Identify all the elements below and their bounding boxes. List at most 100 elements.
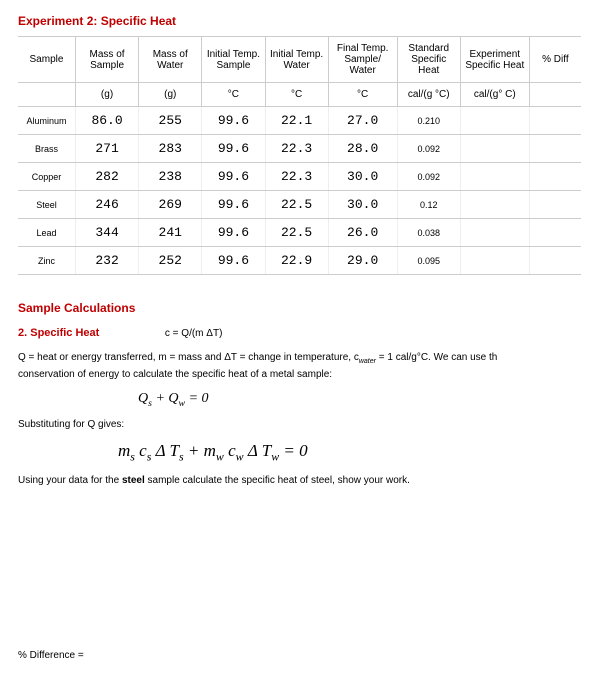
standard-heat: 0.210 (397, 107, 460, 135)
p2bold: steel (122, 475, 145, 486)
percent-difference: % Difference = (18, 648, 581, 663)
table-row: Zinc23225299.622.929.00.095 (18, 247, 581, 275)
equation-1: Qs + Qw = 0 (138, 388, 581, 411)
table-row: Steel24626999.622.530.00.12 (18, 191, 581, 219)
eq2-eq: = 0 (283, 441, 307, 460)
eq2-cs: s (179, 450, 184, 464)
mass-water: 283 (139, 135, 202, 163)
temp-initial-sample: 99.6 (202, 191, 265, 219)
table-units-row: (g) (g) °C °C °C cal/(g °C) cal/(g° C) (18, 83, 581, 107)
formula-definition: c = Q/(m ΔT) (165, 328, 223, 339)
unit-tf: °C (328, 83, 397, 107)
experiment-heat (460, 191, 529, 219)
mass-water: 238 (139, 163, 202, 191)
eq2-b: c (139, 441, 147, 460)
paragraph-2: Using your data for the steel sample cal… (18, 473, 581, 488)
sample-name: Copper (18, 163, 75, 191)
standard-heat: 0.12 (397, 191, 460, 219)
percent-diff (529, 191, 581, 219)
eq2-bs: s (147, 450, 152, 464)
eq2-a: m (118, 441, 130, 460)
experiment-heat (460, 247, 529, 275)
calc-heading: Sample Calculations (18, 299, 581, 317)
experiment-heat (460, 163, 529, 191)
temp-final: 28.0 (328, 135, 397, 163)
temp-initial-water: 22.5 (265, 219, 328, 247)
unit-sample (18, 83, 75, 107)
percent-diff (529, 107, 581, 135)
col-sample: Sample (18, 37, 75, 83)
temp-final: 30.0 (328, 191, 397, 219)
table-header-row: Sample Mass of Sample Mass of Water Init… (18, 37, 581, 83)
mass-water: 269 (139, 191, 202, 219)
eq2-as: s (130, 450, 135, 464)
temp-initial-water: 22.5 (265, 191, 328, 219)
temp-initial-sample: 99.6 (202, 163, 265, 191)
temp-initial-water: 22.9 (265, 247, 328, 275)
mass-sample: 271 (75, 135, 138, 163)
eq1-q1: Q (138, 391, 148, 406)
standard-heat: 0.092 (397, 135, 460, 163)
data-table: Sample Mass of Sample Mass of Water Init… (18, 36, 581, 275)
experiment-heat (460, 219, 529, 247)
table-row: Brass27128399.622.328.00.092 (18, 135, 581, 163)
mass-sample: 282 (75, 163, 138, 191)
col-mass-s: Mass of Sample (75, 37, 138, 83)
table-row: Copper28223899.622.330.00.092 (18, 163, 581, 191)
unit-exp: cal/(g° C) (460, 83, 529, 107)
equation-2: ms cs Δ Ts + mw cw Δ Tw = 0 (118, 438, 581, 466)
specific-heat-line: 2. Specific Heat c = Q/(m ΔT) (18, 325, 581, 342)
col-std: Standard Specific Heat (397, 37, 460, 83)
percent-diff (529, 247, 581, 275)
p1b: = 1 cal/g°C. We can use th (376, 352, 497, 363)
temp-final: 30.0 (328, 163, 397, 191)
mass-water: 255 (139, 107, 202, 135)
sample-name: Steel (18, 191, 75, 219)
p1sub: water (359, 358, 376, 365)
p1c: conservation of energy to calculate the … (18, 369, 332, 380)
eq2-e: c (228, 441, 236, 460)
sample-name: Aluminum (18, 107, 75, 135)
unit-ti: °C (202, 83, 265, 107)
page: Experiment 2: Specific Heat Sample Mass … (0, 0, 599, 683)
table-row: Aluminum86.025599.622.127.00.210 (18, 107, 581, 135)
eq1-mid: + Q (152, 391, 179, 406)
experiment-heat (460, 135, 529, 163)
temp-initial-sample: 99.6 (202, 135, 265, 163)
mass-sample: 86.0 (75, 107, 138, 135)
unit-std: cal/(g °C) (397, 83, 460, 107)
eq2-fs: w (271, 450, 279, 464)
sample-calculations: Sample Calculations 2. Specific Heat c =… (18, 299, 581, 663)
sample-name: Zinc (18, 247, 75, 275)
mass-water: 241 (139, 219, 202, 247)
experiment-title: Experiment 2: Specific Heat (18, 14, 581, 28)
eq1-end: = 0 (185, 391, 208, 406)
col-ti: Initial Temp. Sample (202, 37, 265, 83)
col-tw: Initial Temp. Water (265, 37, 328, 83)
mass-sample: 246 (75, 191, 138, 219)
percent-diff (529, 135, 581, 163)
eq2-d: m (204, 441, 216, 460)
sample-name: Brass (18, 135, 75, 163)
mass-sample: 232 (75, 247, 138, 275)
mass-water: 252 (139, 247, 202, 275)
unit-mass-w: (g) (139, 83, 202, 107)
unit-diff (529, 83, 581, 107)
temp-initial-water: 22.3 (265, 163, 328, 191)
temp-initial-sample: 99.6 (202, 247, 265, 275)
standard-heat: 0.095 (397, 247, 460, 275)
substituting-line: Substituting for Q gives: (18, 417, 581, 432)
eq2-f: Δ T (248, 441, 271, 460)
col-mass-w: Mass of Water (139, 37, 202, 83)
temp-initial-sample: 99.6 (202, 107, 265, 135)
eq2-c: Δ T (156, 441, 179, 460)
eq2-es: w (236, 450, 244, 464)
temp-final: 27.0 (328, 107, 397, 135)
percent-diff (529, 163, 581, 191)
sample-name: Lead (18, 219, 75, 247)
experiment-heat (460, 107, 529, 135)
p2b: sample calculate the specific heat of st… (145, 475, 410, 486)
temp-initial-sample: 99.6 (202, 219, 265, 247)
p1a: Q = heat or energy transferred, m = mass… (18, 352, 359, 363)
col-exp: Experiment Specific Heat (460, 37, 529, 83)
